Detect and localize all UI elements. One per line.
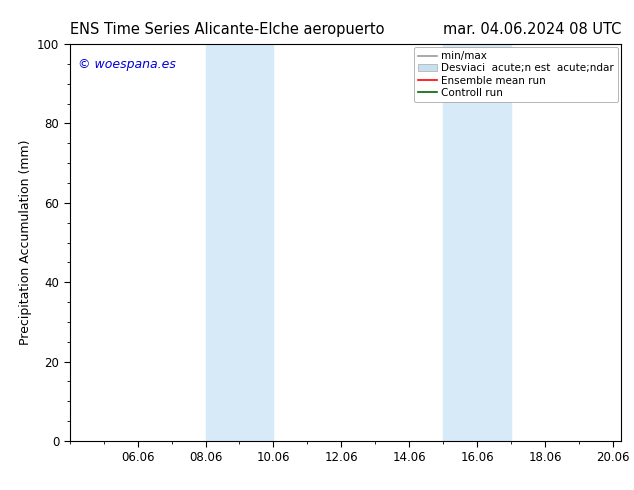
Text: © woespana.es: © woespana.es — [78, 58, 176, 71]
Bar — [443, 44, 511, 441]
Legend: min/max, Desviaci  acute;n est  acute;ndar, Ensemble mean run, Controll run: min/max, Desviaci acute;n est acute;ndar… — [414, 47, 618, 102]
Y-axis label: Precipitation Accumulation (mm): Precipitation Accumulation (mm) — [18, 140, 32, 345]
Text: mar. 04.06.2024 08 UTC: mar. 04.06.2024 08 UTC — [443, 22, 621, 37]
Text: ENS Time Series Alicante-Elche aeropuerto: ENS Time Series Alicante-Elche aeropuert… — [70, 22, 384, 37]
Bar — [205, 44, 273, 441]
